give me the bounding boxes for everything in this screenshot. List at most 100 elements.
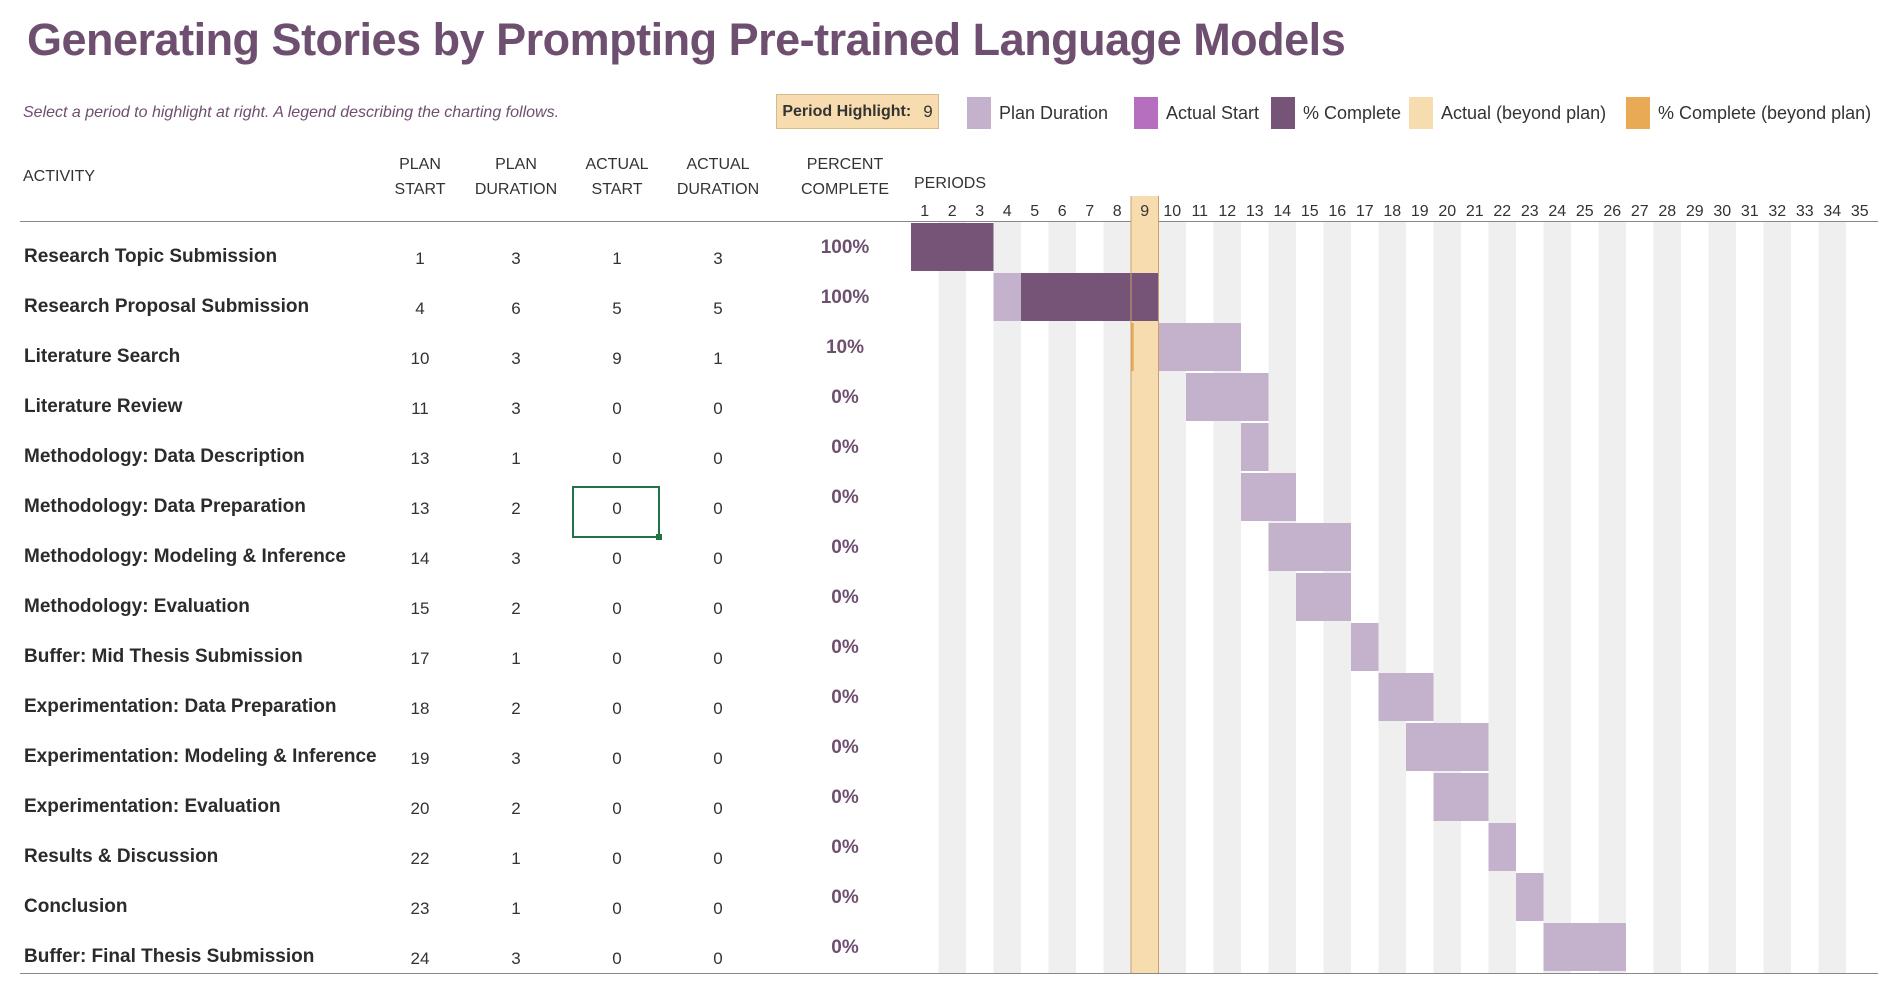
period-number[interactable]: 35 — [1851, 203, 1869, 220]
period-number[interactable]: 33 — [1796, 203, 1814, 220]
percent-complete-cell[interactable]: 0% — [831, 687, 859, 708]
period-number[interactable]: 24 — [1548, 203, 1566, 220]
period-highlight-box[interactable]: Period Highlight: 9 — [776, 94, 939, 129]
plan-start-cell[interactable]: 20 — [410, 799, 430, 818]
plan-duration-cell[interactable]: 3 — [511, 549, 521, 568]
period-number[interactable]: 31 — [1741, 203, 1759, 220]
percent-complete-cell[interactable]: 0% — [831, 487, 859, 508]
period-number[interactable]: 11 — [1191, 203, 1208, 220]
activity-name[interactable]: Buffer: Mid Thesis Submission — [24, 646, 303, 667]
actual-duration-cell[interactable]: 0 — [713, 699, 723, 718]
plan-duration-cell[interactable]: 3 — [511, 949, 521, 968]
actual-duration-cell[interactable]: 0 — [713, 849, 723, 868]
actual-duration-cell[interactable]: 0 — [713, 749, 723, 768]
period-number[interactable]: 17 — [1356, 203, 1374, 220]
period-number[interactable]: 5 — [1030, 203, 1039, 220]
percent-complete-cell[interactable]: 0% — [831, 887, 859, 908]
actual-duration-cell[interactable]: 0 — [713, 399, 723, 418]
actual-start-cell[interactable]: 0 — [612, 899, 622, 918]
plan-start-cell[interactable]: 1 — [415, 249, 425, 268]
period-number[interactable]: 1 — [920, 203, 929, 220]
period-number[interactable]: 25 — [1576, 203, 1594, 220]
actual-start-cell[interactable]: 0 — [612, 799, 622, 818]
plan-start-cell[interactable]: 13 — [410, 449, 430, 468]
actual-duration-cell[interactable]: 0 — [713, 899, 723, 918]
actual-start-cell[interactable]: 0 — [612, 449, 622, 468]
plan-duration-cell[interactable]: 2 — [511, 699, 521, 718]
plan-duration-cell[interactable]: 3 — [511, 249, 521, 268]
actual-duration-cell[interactable]: 0 — [713, 549, 723, 568]
actual-start-cell[interactable]: 5 — [612, 299, 622, 318]
period-number[interactable]: 16 — [1328, 203, 1346, 220]
actual-duration-cell[interactable]: 5 — [713, 299, 723, 318]
actual-duration-cell[interactable]: 0 — [713, 799, 723, 818]
plan-start-cell[interactable]: 15 — [410, 599, 430, 618]
plan-start-cell[interactable]: 24 — [410, 949, 430, 968]
plan-start-cell[interactable]: 13 — [410, 499, 430, 518]
activity-name[interactable]: Literature Review — [24, 396, 183, 417]
plan-duration-cell[interactable]: 1 — [511, 899, 521, 918]
period-number[interactable]: 2 — [948, 203, 957, 220]
period-number[interactable]: 26 — [1603, 203, 1621, 220]
activity-name[interactable]: Methodology: Data Preparation — [24, 496, 306, 517]
actual-start-cell[interactable]: 0 — [612, 699, 622, 718]
activity-name[interactable]: Research Topic Submission — [24, 246, 278, 267]
plan-start-cell[interactable]: 11 — [411, 399, 429, 418]
period-number[interactable]: 14 — [1273, 203, 1291, 220]
period-number[interactable]: 34 — [1823, 203, 1841, 220]
period-number[interactable]: 19 — [1411, 203, 1429, 220]
actual-start-cell[interactable]: 0 — [612, 499, 622, 518]
actual-start-cell[interactable]: 0 — [612, 949, 622, 968]
actual-duration-cell[interactable]: 1 — [713, 349, 723, 368]
plan-duration-cell[interactable]: 1 — [511, 849, 521, 868]
period-number[interactable]: 32 — [1768, 203, 1786, 220]
plan-start-cell[interactable]: 4 — [415, 299, 425, 318]
activity-name[interactable]: Experimentation: Data Preparation — [24, 696, 337, 717]
plan-start-cell[interactable]: 19 — [410, 749, 430, 768]
period-number[interactable]: 8 — [1113, 203, 1122, 220]
actual-start-cell[interactable]: 0 — [612, 399, 622, 418]
activity-name[interactable]: Results & Discussion — [24, 846, 219, 867]
percent-complete-cell[interactable]: 0% — [831, 737, 859, 758]
actual-duration-cell[interactable]: 0 — [713, 599, 723, 618]
plan-duration-cell[interactable]: 3 — [511, 749, 521, 768]
period-number[interactable]: 12 — [1218, 203, 1236, 220]
activity-name[interactable]: Conclusion — [24, 896, 128, 917]
period-number[interactable]: 23 — [1521, 203, 1539, 220]
percent-complete-cell[interactable]: 0% — [831, 587, 859, 608]
percent-complete-cell[interactable]: 10% — [825, 337, 865, 358]
actual-start-cell[interactable]: 1 — [612, 249, 622, 268]
activity-name[interactable]: Research Proposal Submission — [24, 296, 310, 317]
actual-start-cell[interactable]: 0 — [612, 649, 622, 668]
actual-duration-cell[interactable]: 0 — [713, 499, 723, 518]
plan-start-cell[interactable]: 18 — [410, 699, 430, 718]
plan-start-cell[interactable]: 17 — [410, 649, 430, 668]
activity-name[interactable]: Experimentation: Modeling & Inference — [24, 746, 377, 767]
period-number[interactable]: 28 — [1658, 203, 1676, 220]
plan-duration-cell[interactable]: 3 — [511, 349, 521, 368]
plan-start-cell[interactable]: 22 — [410, 849, 430, 868]
actual-start-cell[interactable]: 0 — [612, 549, 622, 568]
plan-start-cell[interactable]: 10 — [410, 349, 430, 368]
actual-start-cell[interactable]: 9 — [612, 349, 622, 368]
period-number[interactable]: 9 — [1140, 203, 1149, 220]
period-highlight-value[interactable]: 9 — [923, 101, 933, 121]
plan-duration-cell[interactable]: 6 — [511, 299, 521, 318]
period-number[interactable]: 30 — [1713, 203, 1731, 220]
period-number[interactable]: 6 — [1058, 203, 1067, 220]
period-number[interactable]: 22 — [1493, 203, 1511, 220]
percent-complete-cell[interactable]: 0% — [831, 637, 859, 658]
selected-cell[interactable] — [572, 486, 662, 540]
plan-duration-cell[interactable]: 2 — [511, 799, 521, 818]
period-number[interactable]: 18 — [1383, 203, 1401, 220]
period-number[interactable]: 3 — [975, 203, 984, 220]
period-number[interactable]: 4 — [1003, 203, 1012, 220]
plan-duration-cell[interactable]: 2 — [511, 499, 521, 518]
actual-start-cell[interactable]: 0 — [612, 599, 622, 618]
period-number[interactable]: 21 — [1466, 203, 1484, 220]
period-number[interactable]: 13 — [1246, 203, 1264, 220]
actual-duration-cell[interactable]: 0 — [713, 949, 723, 968]
activity-name[interactable]: Methodology: Modeling & Inference — [24, 546, 346, 567]
period-number[interactable]: 7 — [1085, 203, 1094, 220]
percent-complete-cell[interactable]: 100% — [820, 237, 870, 258]
